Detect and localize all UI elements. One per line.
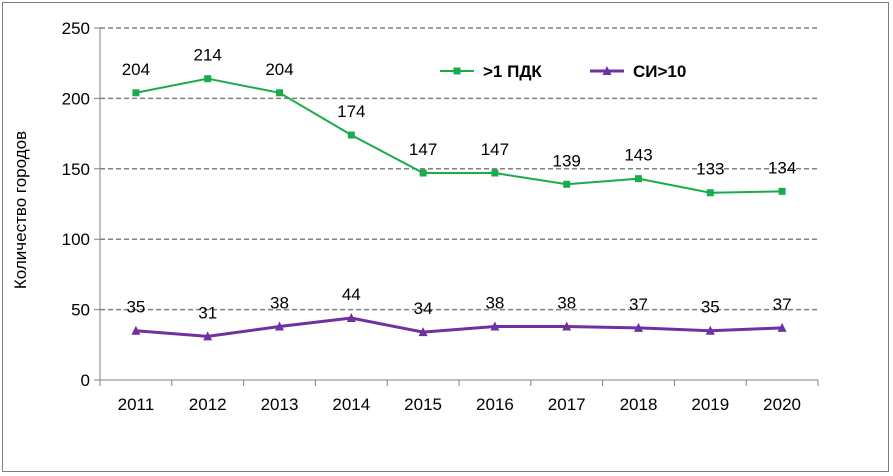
data-label: 143 bbox=[624, 146, 652, 165]
data-point bbox=[418, 327, 428, 337]
data-point bbox=[347, 131, 355, 139]
data-point bbox=[777, 322, 787, 332]
data-point bbox=[778, 187, 786, 195]
data-label: 35 bbox=[701, 298, 720, 317]
y-tick-label: 200 bbox=[62, 89, 90, 108]
series-group bbox=[131, 75, 787, 341]
data-label: 44 bbox=[342, 285, 361, 304]
y-axis-label: Количество городов bbox=[11, 131, 30, 289]
x-tick-label: 2018 bbox=[620, 395, 658, 414]
x-tick-label: 2014 bbox=[332, 395, 370, 414]
y-tick-label: 0 bbox=[81, 371, 90, 390]
legend-label: СИ>10 bbox=[633, 62, 686, 81]
x-tick-label: 2011 bbox=[118, 395, 155, 414]
y-tick-label: 250 bbox=[62, 19, 90, 38]
data-label: 214 bbox=[194, 46, 222, 65]
data-point bbox=[419, 169, 427, 177]
data-labels: 204 214 204 174 147 147 139 143 133 134 35 31 38 44 34… bbox=[122, 46, 797, 323]
data-label: 38 bbox=[557, 293, 576, 312]
series-line bbox=[135, 77, 783, 194]
y-tick-label: 100 bbox=[62, 230, 90, 249]
data-label: 204 bbox=[265, 60, 293, 79]
data-point bbox=[204, 75, 212, 83]
legend: >1 ПДК СИ>10 bbox=[440, 62, 686, 81]
data-point bbox=[275, 321, 284, 331]
legend-label: >1 ПДК bbox=[483, 62, 542, 81]
data-label: 204 bbox=[122, 60, 150, 79]
x-tick-label: 2015 bbox=[404, 395, 442, 414]
x-tick-label: 2019 bbox=[691, 395, 729, 414]
x-tick-label: 2017 bbox=[548, 395, 586, 414]
data-point bbox=[635, 175, 642, 183]
data-point bbox=[634, 322, 643, 332]
data-label: 147 bbox=[409, 140, 437, 159]
data-point bbox=[706, 189, 714, 197]
data-point bbox=[491, 169, 499, 177]
series-line bbox=[135, 316, 783, 338]
data-point bbox=[276, 89, 283, 97]
y-tick-label: 150 bbox=[62, 160, 90, 179]
legend-marker bbox=[453, 67, 461, 75]
data-label: 174 bbox=[337, 102, 365, 121]
data-label: 38 bbox=[485, 293, 504, 312]
data-label: 37 bbox=[629, 295, 648, 314]
x-tick-label: 2012 bbox=[189, 395, 227, 414]
data-point bbox=[490, 321, 500, 331]
y-tick-label: 50 bbox=[71, 301, 90, 320]
data-point bbox=[563, 180, 571, 188]
legend-marker bbox=[602, 66, 612, 75]
x-tick-label: 2016 bbox=[476, 395, 514, 414]
data-label: 147 bbox=[481, 140, 509, 159]
data-point bbox=[132, 89, 140, 97]
y-tick-labels: 0 50 100 150 200 250 bbox=[62, 19, 90, 390]
x-tick-label: 2013 bbox=[261, 395, 299, 414]
data-point bbox=[203, 331, 213, 341]
data-label: 34 bbox=[414, 299, 433, 318]
data-label: 134 bbox=[768, 158, 796, 177]
data-label: 37 bbox=[773, 295, 792, 314]
data-label: 38 bbox=[270, 293, 289, 312]
data-point bbox=[562, 321, 572, 331]
data-point bbox=[705, 325, 715, 335]
x-tick-label: 2020 bbox=[763, 395, 801, 414]
data-label: 139 bbox=[553, 151, 581, 170]
data-point bbox=[131, 325, 141, 335]
data-point bbox=[346, 313, 356, 323]
data-label: 35 bbox=[126, 298, 145, 317]
data-label: 133 bbox=[696, 160, 724, 179]
axes bbox=[94, 27, 819, 386]
x-tick-labels: 2011 2012 2013 2014 2015 2016 2017 2018 2019 2020 bbox=[118, 395, 801, 414]
data-label: 31 bbox=[198, 303, 217, 322]
